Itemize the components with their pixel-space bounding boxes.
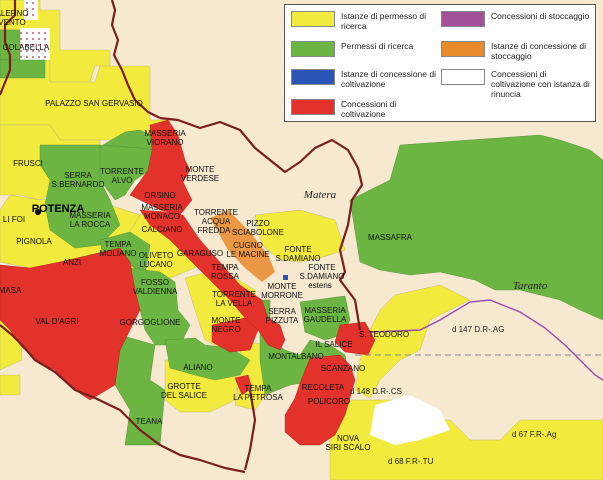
legend-label-ist-coltivazione: Istanze di concessione di coltivazione [341,69,436,89]
lbl-estens: estens [308,281,332,290]
regional-border [369,299,603,381]
legend-swatch-permesso [291,11,335,27]
lbl-il-salice: IL SALICE [315,340,352,349]
lbl-tempa-pietrosa: TEMPA LA PETROSA [233,384,283,402]
legend-label-ist-stoccaggio: Istanze di concessione di stoccaggio [491,41,586,61]
ann-d147: d 147 D.R-.AG [452,325,504,334]
lbl-pignola: PIGNOLA [16,237,52,246]
annotations: d 147 D.R-.AG d 148 D.R-.CS d 67 F.R-.Ag… [350,325,556,466]
lbl-masseria-larocca: MASSERIA LA ROCCA [69,211,111,229]
lbl-monte-morrone: MONTE MORRONE [261,282,303,300]
potenza-marker [35,209,41,215]
lbl-oliveto: OLIVETO LUCANO [139,251,174,269]
lbl-nova-siri: NOVA SIRI SCALO [326,434,371,452]
legend-item-rinuncia: Concessioni di coltivazione con istanza … [441,69,591,99]
lbl-cugno: CUGNO LE MACINE [226,241,269,259]
lbl-montalbano: MONTALBANO [268,352,323,361]
lbl-val-dagri: VAL D'AGRI [35,317,78,326]
lbl-orsino: ORSINO [144,191,176,200]
blue-marker [283,275,288,280]
legend-item-ist-stoccaggio: Istanze di concessione di stoccaggio [441,41,591,61]
lbl-torrente-vella: TORRENTE LA VELLA [212,290,256,308]
lbl-grotte: GROTTE DEL SALICE [161,382,207,400]
lbl-masseria-gaudella: MASSERIA GAUDELLA [304,306,347,324]
lbl-salerno-vento: ALERNOVENTO [0,9,28,27]
legend-swatch-ist-coltivazione [291,69,335,85]
lbl-colabella: COLABELLA [3,43,50,52]
orange-area [210,210,275,282]
lbl-fonte-sdamiano: FONTE S.DAMIANO [276,245,321,263]
lbl-masseria-viorano: MASSERIA VIORANO [144,129,186,147]
legend-swatch-stoccaggio [441,11,485,27]
lbl-massafra: MASSAFRA [368,233,413,242]
lbl-teana: TEANA [136,417,163,426]
ann-d68: d 68 F.R-.TU [388,457,434,466]
legend-item-permesso: Istanze di permesso di ricerca [291,11,441,31]
lbl-fonte-sdamiano-est: FONTE S.DAMIANO [300,263,345,281]
lbl-steodoro: S. TEODORO [359,330,409,339]
legend-swatch-ist-stoccaggio [441,41,485,57]
legend-item-coltivazione: Concessioni di coltivazione [291,99,441,119]
lbl-tempa-moliano: TEMPA MOLIANO [100,240,137,258]
boundaries [0,0,364,474]
legend-swatch-coltivazione [291,99,335,115]
legend-label-ricerca: Permessi di ricerca [341,41,414,51]
lbl-monte-negro: MONTE NEGRO [211,316,240,334]
lbl-masa: MASA [0,286,22,295]
city-matera: Matera [303,189,337,201]
lbl-fredda: FREDDA [198,226,232,235]
legend-label-permesso: Istanze di permesso di ricerca [341,11,427,31]
legend-swatch-rinuncia [441,69,485,85]
lbl-serra-pizzuta: SERRA PIZZUTA [266,307,299,325]
lbl-anzi: ANZI [63,258,81,267]
lbl-pizzo: PIZZO SCIABOLONE [232,219,284,237]
city-potenza: POTENZA [32,203,85,215]
lbl-calciano: CALCIANO [142,225,183,234]
lbl-palazzo: PALAZZO SAN GERVASIO [45,99,143,108]
lbl-policoro: POLICORO [308,397,350,406]
map-legend: Istanze di permesso di ricerca Concessio… [284,4,596,122]
lbl-serra-sbernardo: SERRA S.BERNARDO [52,171,105,189]
legend-item-stoccaggio: Concessioni di stoccaggio [441,11,591,27]
lbl-masseria-monaco: MASSERIA MONACO [141,203,183,221]
legend-swatch-ricerca [291,41,335,57]
lbl-torrente-alvo: TORRENTE ALVO [100,167,144,185]
area-labels: ALERNOVENTO COLABELLA PALAZZO SAN GERVAS… [0,9,413,452]
legend-item-ricerca: Permessi di ricerca [291,41,441,57]
ann-d148: d 148 D.R-.CS [350,387,402,396]
legend-label-stoccaggio: Concessioni di stoccaggio [491,11,590,21]
ann-d67: d 67 F.R-.Ag [512,430,556,439]
legend-item-ist-coltivazione: Istanze di concessione di coltivazione [291,69,441,89]
lbl-tempa-rossa: TEMPA ROSSA [211,263,240,281]
lbl-aliano: ALIANO [183,363,212,372]
lbl-scanzano: SCANZANO [321,364,365,373]
legend-label-coltivazione: Concessioni di coltivazione [341,99,397,119]
legend-label-rinuncia: Concessioni di coltivazione con istanza … [491,69,590,99]
lbl-torrente-acqua: TORRENTE ACQUA [194,208,238,226]
lbl-monte-verdese: MONTE VERDESE [181,165,219,183]
lbl-li-foi: LI FOI [3,215,25,224]
lbl-recoleta: RECOLETA [302,383,345,392]
lbl-fosso: FOSSO VALDIENNA [133,278,178,296]
city-taranto: Taranto [513,280,548,292]
lbl-gorgoglione: GORGOGLIONE [120,318,181,327]
red-areas [0,119,376,446]
lbl-frusci: FRUSCI [13,159,43,168]
lbl-garaguso: GARAGUSO [177,249,223,258]
